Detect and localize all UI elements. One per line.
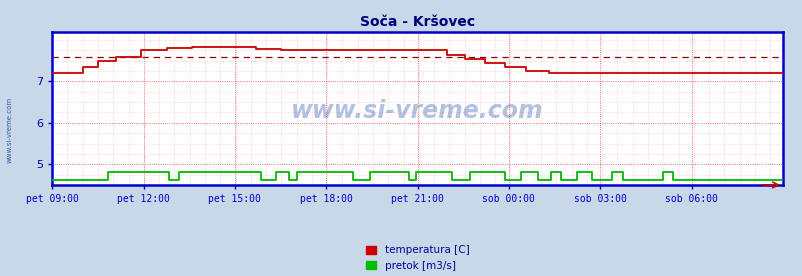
Title: Soča - Kršovec: Soča - Kršovec [359,15,475,29]
Text: www.si-vreme.com: www.si-vreme.com [6,97,13,163]
Text: www.si-vreme.com: www.si-vreme.com [291,99,543,123]
Legend: temperatura [C], pretok [m3/s]: temperatura [C], pretok [m3/s] [361,241,473,275]
